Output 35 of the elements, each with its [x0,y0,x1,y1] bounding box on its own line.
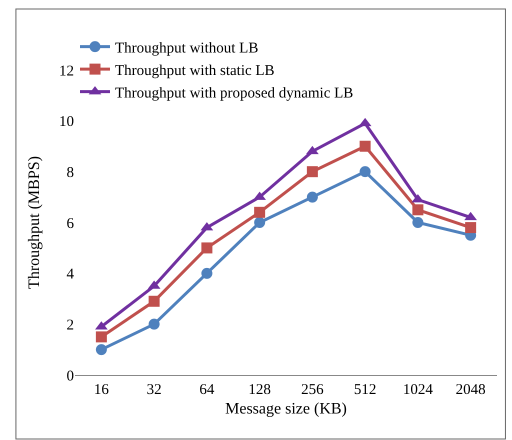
point [254,217,266,228]
point [306,166,318,178]
y-tick-label: 10 [59,114,74,130]
x-tick-label: 512 [354,382,376,398]
point [96,331,107,342]
y-axis-title: Throughput (MBPS) [26,156,43,289]
x-tick-label: 64 [199,382,215,398]
point [412,217,424,228]
y-tick-label: 4 [66,266,74,283]
x-tick-label: 2048 [456,382,486,398]
point [201,242,212,254]
y-tick-label: 12 [59,63,74,80]
legend-label: Throughput with proposed dynamic LB [115,85,354,102]
x-axis-title: Message size (KB) [225,400,347,418]
point [360,140,371,152]
y-tick-label: 2 [66,317,74,334]
point [254,206,266,218]
legend-label: Throughput with static LB [115,62,275,79]
x-tick-label: 1024 [402,382,434,398]
point [465,222,476,234]
point [412,204,424,216]
point [360,166,371,178]
x-tick-label: 256 [301,382,324,398]
point [96,344,107,356]
legend-label: Throughput without LB [115,40,258,56]
y-tick-label: 0 [66,368,74,384]
point [201,268,212,279]
point [148,318,160,330]
point [148,296,160,307]
x-tick-label: 16 [94,382,110,398]
point [306,192,318,203]
x-tick-label: 32 [146,382,162,398]
y-tick-label: 6 [66,216,74,232]
x-tick-label: 128 [248,382,271,398]
y-tick-label: 8 [66,164,74,181]
